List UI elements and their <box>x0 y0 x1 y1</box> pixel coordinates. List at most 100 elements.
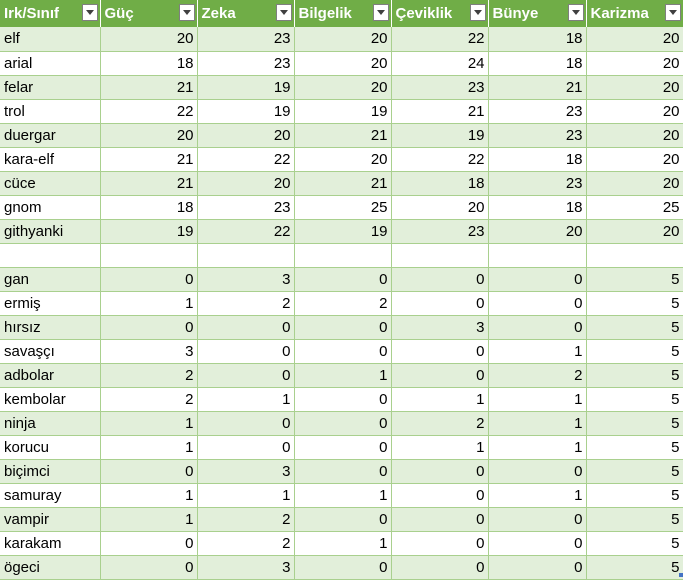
value-cell[interactable]: 0 <box>100 555 197 579</box>
value-cell[interactable]: 0 <box>488 555 586 579</box>
row-label-cell[interactable]: ermiş <box>0 291 100 315</box>
value-cell[interactable]: 1 <box>488 483 586 507</box>
value-cell[interactable]: 21 <box>100 171 197 195</box>
value-cell[interactable]: 20 <box>100 27 197 51</box>
column-header[interactable]: Çeviklik <box>391 0 488 27</box>
value-cell[interactable]: 0 <box>391 291 488 315</box>
value-cell[interactable]: 0 <box>294 459 391 483</box>
value-cell[interactable]: 19 <box>391 123 488 147</box>
value-cell[interactable]: 21 <box>488 75 586 99</box>
value-cell[interactable]: 23 <box>488 171 586 195</box>
value-cell[interactable]: 19 <box>197 75 294 99</box>
value-cell[interactable]: 20 <box>294 51 391 75</box>
value-cell[interactable]: 0 <box>488 267 586 291</box>
value-cell[interactable]: 24 <box>391 51 488 75</box>
value-cell[interactable]: 18 <box>488 51 586 75</box>
value-cell[interactable]: 0 <box>100 315 197 339</box>
value-cell[interactable]: 20 <box>586 147 683 171</box>
value-cell[interactable]: 22 <box>197 147 294 171</box>
value-cell[interactable]: 5 <box>586 435 683 459</box>
value-cell[interactable]: 0 <box>100 267 197 291</box>
column-header[interactable]: Bünye <box>488 0 586 27</box>
column-header[interactable]: Irk/Sınıf <box>0 0 100 27</box>
value-cell[interactable]: 1 <box>197 483 294 507</box>
value-cell[interactable]: 22 <box>391 27 488 51</box>
value-cell[interactable]: 1 <box>391 435 488 459</box>
value-cell[interactable]: 0 <box>100 459 197 483</box>
value-cell[interactable]: 3 <box>391 315 488 339</box>
value-cell[interactable]: 20 <box>586 99 683 123</box>
value-cell[interactable]: 5 <box>586 555 683 579</box>
value-cell[interactable]: 1 <box>294 483 391 507</box>
value-cell[interactable]: 0 <box>294 339 391 363</box>
value-cell[interactable]: 1 <box>294 531 391 555</box>
value-cell[interactable]: 0 <box>488 291 586 315</box>
value-cell[interactable]: 20 <box>197 123 294 147</box>
value-cell[interactable]: 0 <box>391 339 488 363</box>
value-cell[interactable]: 20 <box>586 75 683 99</box>
row-label-cell[interactable]: duergar <box>0 123 100 147</box>
value-cell[interactable]: 23 <box>197 195 294 219</box>
value-cell[interactable]: 0 <box>294 267 391 291</box>
value-cell[interactable]: 2 <box>488 363 586 387</box>
value-cell[interactable]: 0 <box>391 483 488 507</box>
value-cell[interactable]: 21 <box>100 75 197 99</box>
row-label-cell[interactable]: ninja <box>0 411 100 435</box>
value-cell[interactable]: 20 <box>294 75 391 99</box>
value-cell[interactable]: 3 <box>197 459 294 483</box>
value-cell[interactable]: 18 <box>488 27 586 51</box>
value-cell[interactable]: 19 <box>294 99 391 123</box>
value-cell[interactable]: 5 <box>586 339 683 363</box>
value-cell[interactable]: 25 <box>586 195 683 219</box>
value-cell[interactable]: 20 <box>391 195 488 219</box>
row-label-cell[interactable]: ögeci <box>0 555 100 579</box>
value-cell[interactable]: 2 <box>197 291 294 315</box>
value-cell[interactable]: 0 <box>391 531 488 555</box>
value-cell[interactable]: 1 <box>488 411 586 435</box>
value-cell[interactable]: 5 <box>586 363 683 387</box>
value-cell[interactable] <box>294 243 391 267</box>
value-cell[interactable]: 0 <box>197 315 294 339</box>
column-header[interactable]: Güç <box>100 0 197 27</box>
value-cell[interactable]: 21 <box>100 147 197 171</box>
value-cell[interactable]: 0 <box>391 363 488 387</box>
value-cell[interactable]: 0 <box>488 507 586 531</box>
value-cell[interactable]: 1 <box>488 435 586 459</box>
value-cell[interactable]: 1 <box>197 387 294 411</box>
value-cell[interactable]: 1 <box>100 507 197 531</box>
value-cell[interactable]: 23 <box>197 51 294 75</box>
row-label-cell[interactable]: korucu <box>0 435 100 459</box>
value-cell[interactable]: 1 <box>100 435 197 459</box>
row-label-cell[interactable]: elf <box>0 27 100 51</box>
column-header[interactable]: Zeka <box>197 0 294 27</box>
value-cell[interactable]: 22 <box>100 99 197 123</box>
value-cell[interactable]: 3 <box>197 267 294 291</box>
row-label-cell[interactable]: gnom <box>0 195 100 219</box>
value-cell[interactable]: 23 <box>391 75 488 99</box>
value-cell[interactable]: 2 <box>391 411 488 435</box>
row-label-cell[interactable]: vampir <box>0 507 100 531</box>
value-cell[interactable]: 19 <box>197 99 294 123</box>
row-label-cell[interactable]: savaşçı <box>0 339 100 363</box>
row-label-cell[interactable]: arial <box>0 51 100 75</box>
value-cell[interactable]: 0 <box>197 339 294 363</box>
value-cell[interactable]: 20 <box>586 123 683 147</box>
value-cell[interactable]: 5 <box>586 387 683 411</box>
row-label-cell[interactable]: adbolar <box>0 363 100 387</box>
value-cell[interactable]: 2 <box>100 363 197 387</box>
value-cell[interactable]: 21 <box>294 171 391 195</box>
value-cell[interactable]: 0 <box>294 411 391 435</box>
value-cell[interactable]: 0 <box>294 435 391 459</box>
filter-dropdown-button[interactable] <box>82 4 98 21</box>
value-cell[interactable]: 0 <box>294 315 391 339</box>
value-cell[interactable]: 20 <box>294 147 391 171</box>
row-label-cell[interactable]: kara-elf <box>0 147 100 171</box>
value-cell[interactable]: 5 <box>586 291 683 315</box>
value-cell[interactable]: 1 <box>100 411 197 435</box>
value-cell[interactable]: 0 <box>488 315 586 339</box>
value-cell[interactable]: 23 <box>488 99 586 123</box>
value-cell[interactable]: 0 <box>100 531 197 555</box>
value-cell[interactable]: 20 <box>586 27 683 51</box>
filter-dropdown-button[interactable] <box>179 4 195 21</box>
value-cell[interactable]: 0 <box>391 459 488 483</box>
